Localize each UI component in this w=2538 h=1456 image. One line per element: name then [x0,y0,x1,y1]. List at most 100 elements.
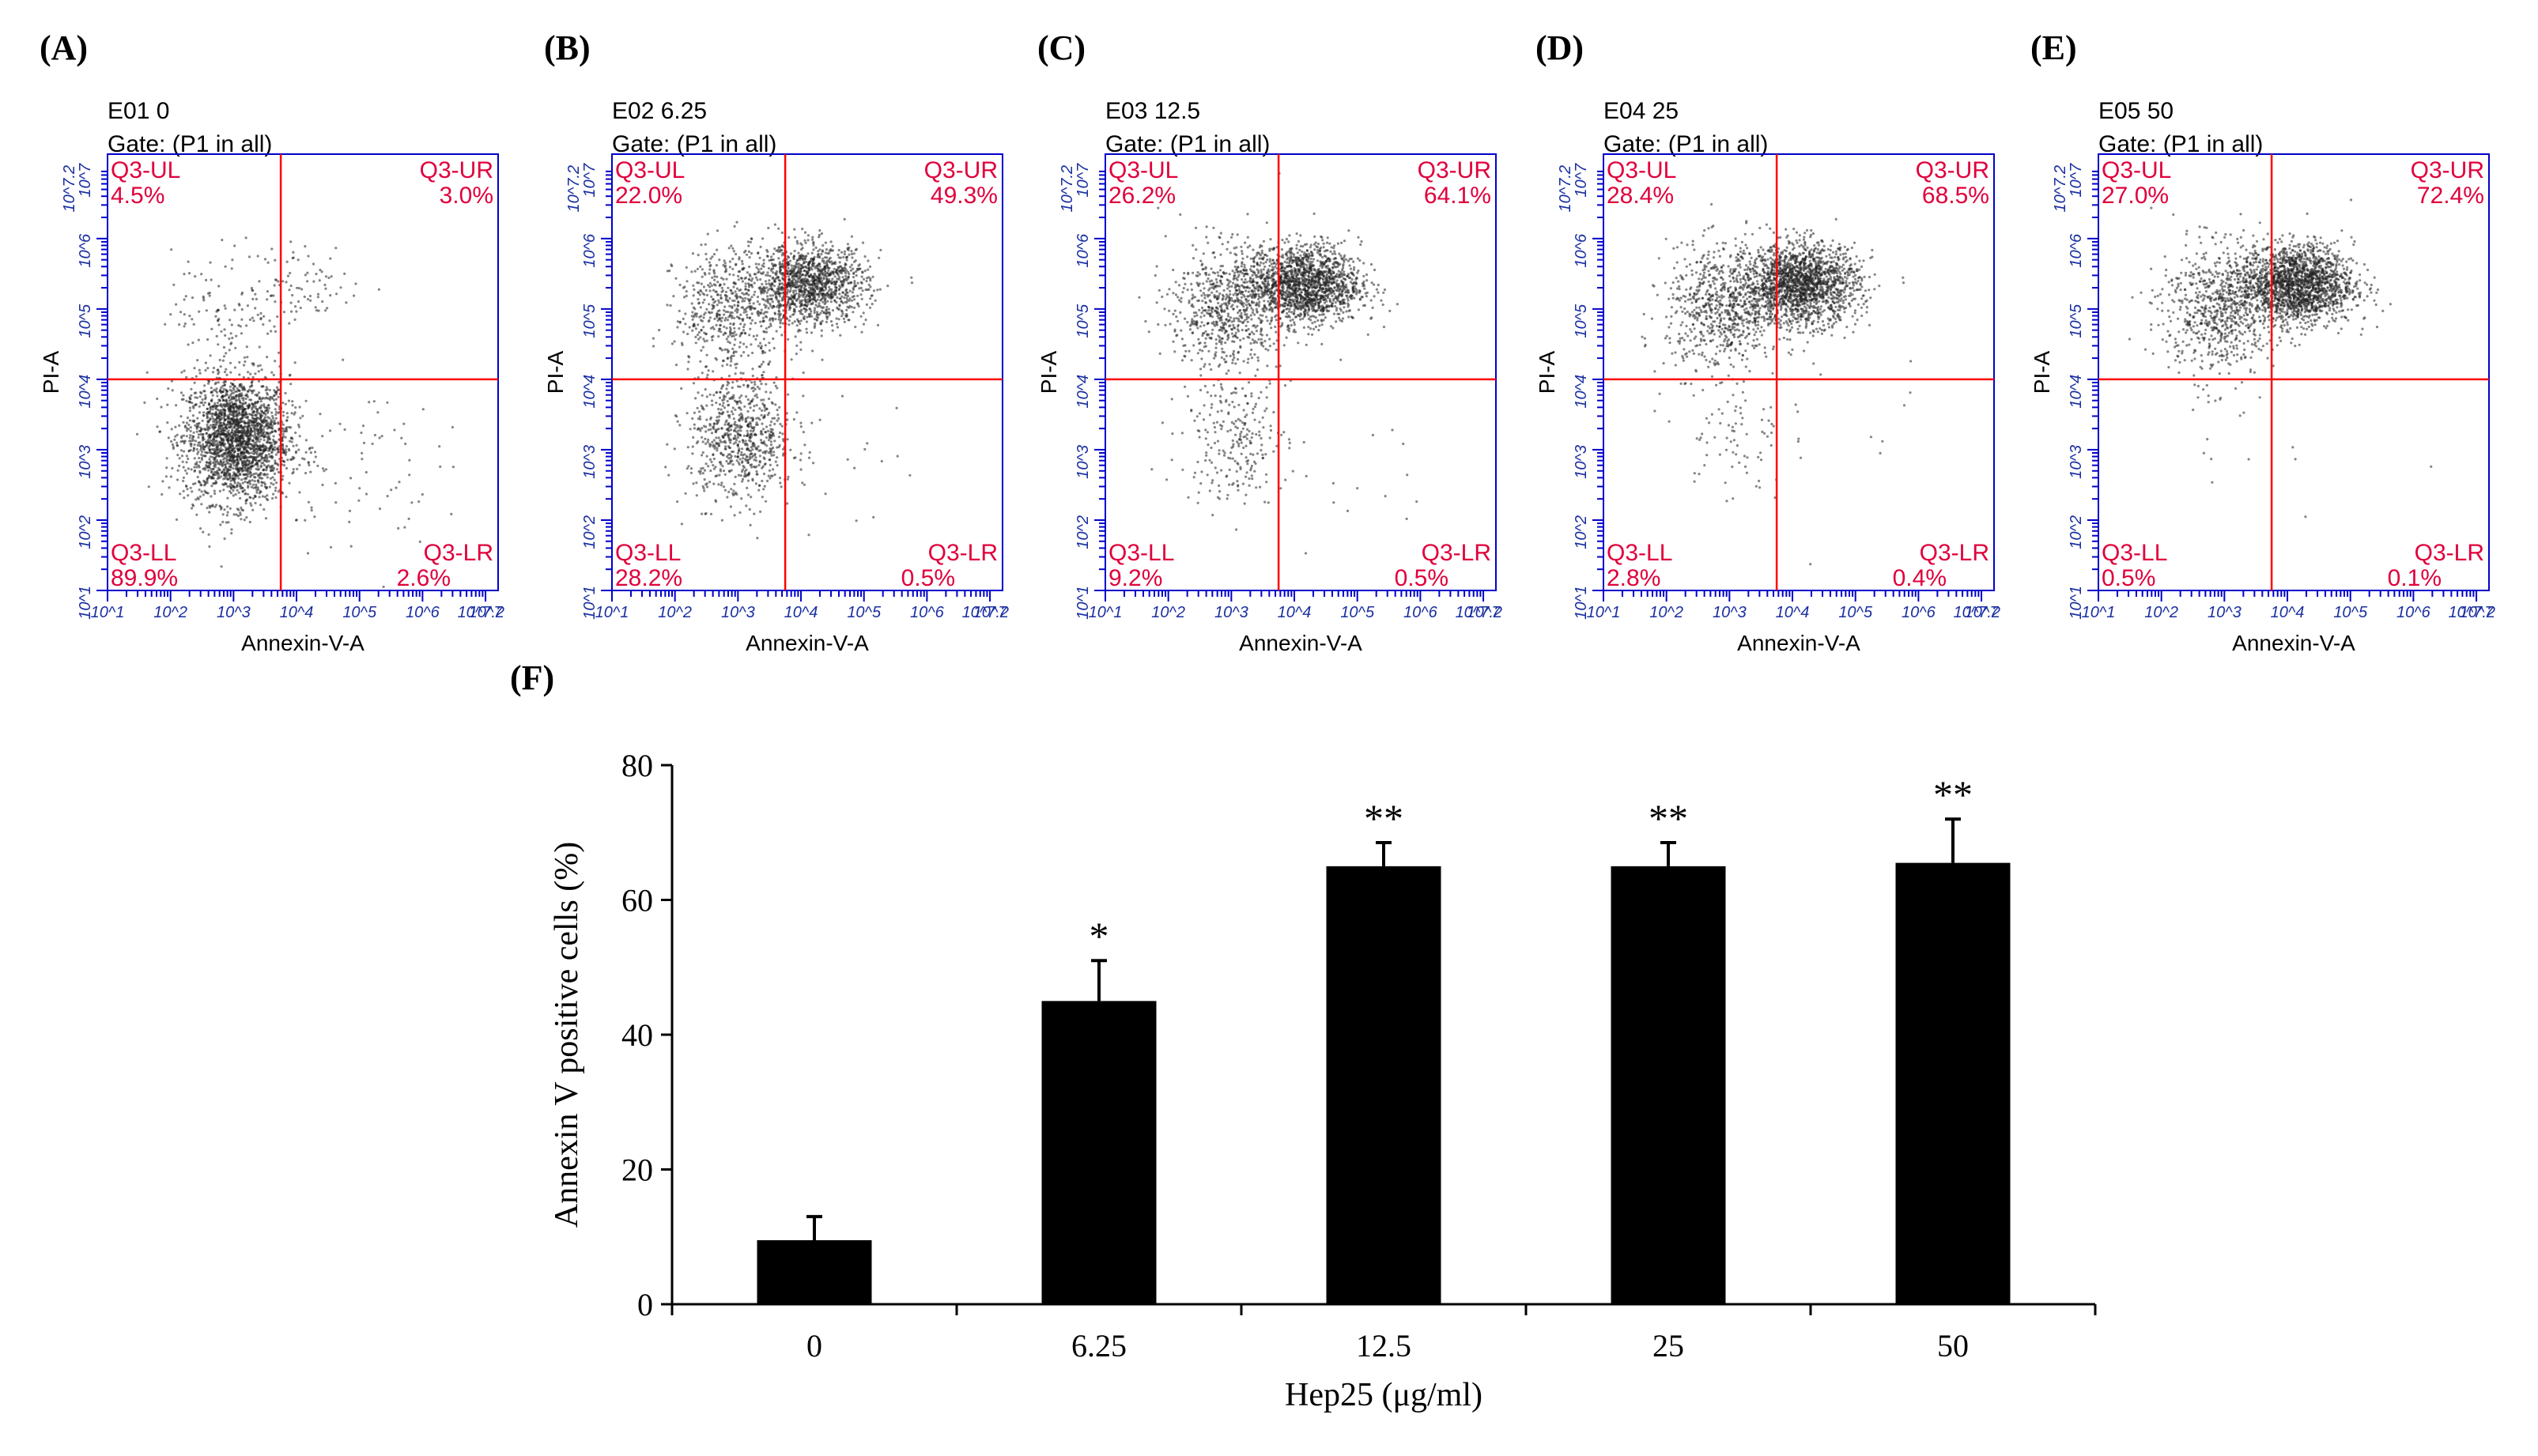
cell-dot-lr [348,509,352,513]
cell-dot-ur [289,301,293,304]
cell-dot-ll [742,439,745,443]
cell-dot-ll [261,477,264,480]
cell-dot-ll [221,465,224,468]
cell-dot-ul [691,318,694,321]
cell-dot-ll [765,407,768,410]
cell-dot-ll [232,391,235,394]
cell-dot-ul [731,332,735,335]
cell-dot-ll [262,448,266,451]
cell-dot-lr [451,425,455,429]
cell-dot-ll [808,451,811,455]
cell-dot-ll [716,428,719,432]
cell-dot-ll [236,485,239,488]
cell-dot-ll [247,462,251,466]
cell-dot-ur [852,276,855,279]
cell-dot-ll [189,486,192,489]
cell-dot-ul [713,278,716,281]
cell-dot-ll [274,489,277,492]
cell-dot-ll [262,403,266,406]
cell-dot-ll [172,447,175,451]
cell-dot-ll [722,435,725,438]
cell-dot-ll [226,505,229,508]
cell-dot-ul [246,304,249,307]
cell-dot-ll [298,463,301,466]
cell-dot-ur [820,329,823,332]
cell-dot-ur [769,294,772,297]
cell-dot-ll [722,454,725,457]
cell-dot-ul [750,343,753,346]
cell-dot-ll [224,446,227,449]
cell-dot-ll [745,468,748,471]
cell-dot-ul [294,305,297,308]
cell-dot-ll [267,403,270,407]
cell-dot-ur [765,286,769,289]
cell-dot-ul [736,401,739,404]
cell-dot-ul [701,292,704,295]
cell-dot-ur [816,255,819,258]
cell-dot-ll [755,423,758,427]
cell-dot-ll [208,445,211,448]
y-tick-label: 10^3 [77,445,94,479]
cell-dot-ll [204,455,207,458]
cell-dot-ll [284,453,287,456]
cell-dot-ll [720,481,723,485]
cell-dot-ll [731,463,735,466]
cell-dot-ll [754,456,757,459]
cell-dot-ll [747,422,750,426]
cell-dot-ur [825,292,829,295]
cell-dot-ur [757,270,761,273]
cell-dot-ll [736,455,739,458]
cell-dot-ll [183,496,186,500]
cell-dot-ll [228,458,232,462]
cell-dot-ur [830,262,833,266]
cell-dot-ll [722,402,725,405]
cell-dot-ul [737,278,740,281]
cell-dot-ll [780,424,784,428]
cell-dot-ll [726,410,729,413]
cell-dot-ll [273,422,276,425]
cell-dot-ur [818,302,821,305]
cell-dot-ll [709,416,712,420]
cell-dot-ll [188,439,191,443]
y-tick-label: 10^1 [77,586,94,620]
cell-dot-ll [749,439,752,443]
cell-dot-ul [762,338,765,341]
cell-dot-ll [232,445,235,448]
cell-dot-ul [795,344,799,347]
cell-dot-ll [758,455,761,458]
cell-dot-ll [720,519,723,522]
cell-dot-lr [378,507,382,511]
cell-dot-ul [728,304,731,307]
cell-dot-ll [701,466,704,470]
cell-dot-ll [255,483,258,486]
cell-dot-ur [345,301,348,304]
cell-dot-ll [239,487,243,490]
cell-dot-ll [771,417,774,420]
cell-dot-ll [224,472,228,475]
cell-dot-ul [183,273,186,276]
cell-dot-ur [339,286,342,289]
cell-dot-ul [737,301,740,304]
cell-dot-ll [269,426,272,429]
cell-dot-ll [211,417,214,421]
cell-dot-ll [269,395,272,398]
cell-dot-ul [701,268,704,271]
cell-dot-ll [228,361,232,364]
cell-dot-lr [321,483,324,487]
cell-dot-ll [731,386,734,390]
cell-dot-lr [314,455,317,458]
cell-dot-ll [739,429,742,432]
cell-dot-ll [248,479,251,482]
cell-dot-ll [749,436,752,440]
cell-dot-ul [254,307,257,310]
cell-dot-lr [342,358,345,361]
cell-dot-ll [750,452,753,455]
cell-dot-ll [202,479,206,482]
cell-dot-ul [214,315,217,318]
cell-dot-ll [704,425,708,428]
cell-dot-ll [726,380,729,383]
cell-dot-ll [271,464,274,467]
cell-dot-ul [256,255,259,258]
cell-dot-ll [309,470,312,473]
cell-dot-ul [175,303,178,306]
